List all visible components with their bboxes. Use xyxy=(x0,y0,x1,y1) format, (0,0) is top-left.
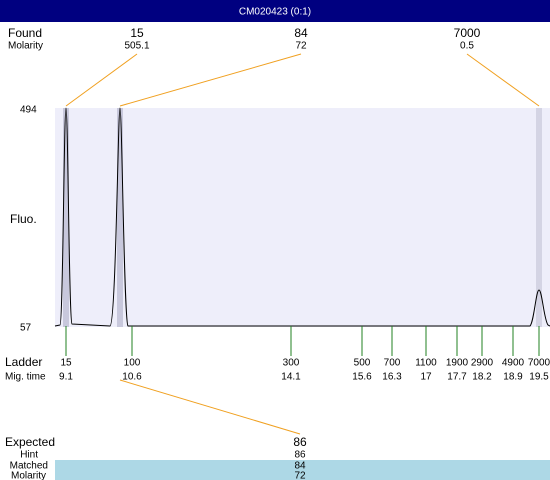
row-value: 72 xyxy=(294,471,306,480)
row-label: Matched xyxy=(10,461,48,472)
ladder-size: 300 xyxy=(283,358,300,369)
row-value: 86 xyxy=(294,450,306,461)
ladder-size: 100 xyxy=(124,358,141,369)
title: CM020423 (0:1) xyxy=(239,7,311,18)
found-size: 84 xyxy=(294,26,308,40)
found-label: Found xyxy=(8,26,42,40)
ladder-time: 17 xyxy=(420,372,432,383)
row-label: Hint xyxy=(20,450,38,461)
row-value: 84 xyxy=(294,461,306,472)
molarity-label: Molarity xyxy=(8,41,43,52)
found-molarity: 0.5 xyxy=(460,41,474,52)
ladder: 15 9.1 100 10.6 300 14.1 500 15.6 700 16.3 1100 17 1… xyxy=(59,326,550,383)
ladder-time: 17.7 xyxy=(447,372,467,383)
ladder-time: 16.3 xyxy=(382,372,402,383)
connector xyxy=(119,379,301,435)
ladder-time: 14.1 xyxy=(281,372,301,383)
ladder-size: 500 xyxy=(354,358,371,369)
connector xyxy=(119,53,302,107)
ladder-time: 15.6 xyxy=(352,372,372,383)
trace xyxy=(54,107,550,327)
found-molarity: 505.1 xyxy=(124,41,149,52)
ladder-size: 700 xyxy=(384,358,401,369)
found-size: 15 xyxy=(130,26,144,40)
matched-highlight xyxy=(55,460,550,480)
expected-label: Expected xyxy=(5,435,55,449)
y-top-label: 494 xyxy=(20,105,37,116)
connector xyxy=(65,53,138,107)
ladder-time: 18.2 xyxy=(472,372,492,383)
ladder-time: 18.9 xyxy=(503,372,523,383)
peak-band xyxy=(63,108,69,327)
plot-area xyxy=(55,108,550,327)
ladder-size: 1100 xyxy=(415,358,437,369)
y-axis-label: Fluo. xyxy=(10,212,37,226)
ladder-size: 1900 xyxy=(446,358,469,369)
connectors xyxy=(65,53,540,435)
ladder-size: 7000 xyxy=(528,358,550,369)
title-bar xyxy=(0,0,550,22)
peak-band xyxy=(117,108,123,327)
peak-band xyxy=(536,108,542,327)
row-label: Molarity xyxy=(11,471,46,480)
ladder-size: 2900 xyxy=(471,358,494,369)
ladder-time: 10.6 xyxy=(122,372,142,383)
ladder-size: 4900 xyxy=(502,358,525,369)
y-bottom-label: 57 xyxy=(20,323,32,334)
ladder-time: 19.5 xyxy=(529,372,549,383)
ladder-label: Ladder xyxy=(5,355,42,369)
ladder-size: 15 xyxy=(60,358,72,369)
found-size: 7000 xyxy=(454,26,481,40)
found-molarity: 72 xyxy=(295,41,307,52)
time-label: Mig. time xyxy=(5,372,46,383)
expected-value: 86 xyxy=(293,435,307,449)
connector xyxy=(466,53,540,107)
ladder-time: 9.1 xyxy=(59,372,73,383)
